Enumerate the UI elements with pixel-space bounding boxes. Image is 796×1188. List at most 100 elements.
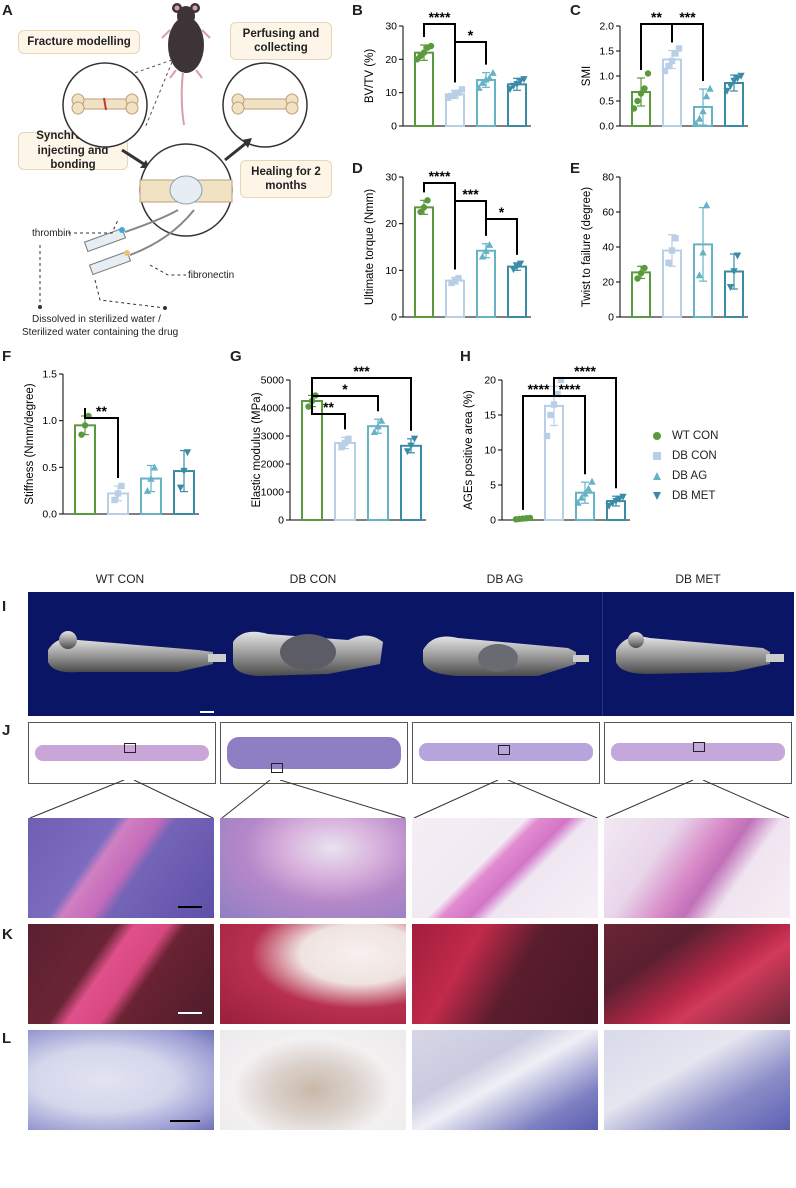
zoom-lines [29,780,790,819]
data-point [637,90,645,97]
scale-bar [170,1120,200,1122]
significance-label: * [468,27,474,43]
data-point [634,97,641,105]
injection-site-icon [139,143,233,237]
chart-g: 0 1000 2000 3000 4000 5000 Elastic modulus (MP… [251,363,426,527]
y-tick-label: 5 [490,480,496,492]
significance-label: ** [96,403,107,419]
ihc-micrograph [220,1030,406,1130]
data-point [118,482,125,490]
column-header: WT CON [95,572,145,586]
data-point [692,119,700,127]
data-point [482,247,490,254]
y-axis-label: Stiffness (Nmm/degree) [24,383,36,504]
data-point [547,411,554,419]
panel-label-d: D [352,160,363,177]
data-point [634,275,641,282]
data-point [305,403,312,410]
data-point [675,45,683,52]
y-axis-label: Ultimate torque (Nmm) [364,189,376,305]
y-tick-label: 0 [278,515,284,527]
y-tick-label: 2.0 [599,21,614,33]
data-point [637,270,645,277]
significance-bracket [311,377,412,431]
data-point [374,422,382,430]
data-point [341,439,349,447]
square-marker-icon [653,452,661,460]
y-tick-label: 1.5 [42,369,57,381]
data-point [615,495,624,503]
legend-label: DB AG [672,470,708,482]
ihc-micrograph [412,1030,598,1130]
data-point [407,442,415,450]
data-point [641,264,648,272]
y-tick-label: 60 [602,207,614,219]
masson-micrograph [28,924,214,1024]
significance-label: * [499,204,505,220]
bar [400,444,422,521]
significance-label: ** [651,9,662,25]
femur-icon [48,631,226,673]
significance-label: *** [679,9,696,25]
dissolved-label-1: Dissolved in sterilized water / [32,314,161,325]
data-point [420,204,428,211]
femur-icon [233,631,383,676]
masson-micrograph [412,924,598,1024]
significance-label: **** [528,381,550,397]
femur-renderings [48,631,784,713]
y-tick-label: 3000 [261,431,285,443]
data-point [612,497,620,505]
circle-marker-icon [653,432,661,440]
y-tick-label: 40 [602,242,614,254]
fibronectin-label: fibronectin [188,270,235,281]
y-tick-label: 1.0 [599,71,614,83]
significance-bracket [485,218,518,255]
data-point [455,89,462,96]
significance-bracket [311,387,346,430]
data-point [403,448,412,456]
data-point [699,248,707,256]
data-point [733,75,742,83]
data-point [668,247,676,254]
data-point [554,390,561,398]
data-point [574,498,582,506]
triangle-down-marker-icon [653,492,661,500]
data-point [455,275,462,282]
perfusing-box: Perfusing and collecting [230,22,332,60]
y-tick-label: 20 [484,375,496,387]
significance-label: **** [574,363,596,379]
schematic-illustration [38,3,308,310]
data-point [543,432,551,440]
data-point [183,449,192,457]
bar [507,265,527,318]
data-point [644,70,652,77]
y-tick-label: 10 [385,265,397,277]
y-tick-label: 1000 [261,487,285,499]
data-point [424,197,431,204]
bar [414,206,434,318]
he-micrograph [412,818,598,918]
data-point [81,422,89,429]
data-point [370,428,379,435]
data-point [410,435,419,443]
data-point [726,82,735,90]
legend-item: DB MET [652,490,715,502]
data-point [180,467,188,475]
data-point [723,87,731,95]
scale-bar [178,906,202,908]
data-point [475,83,483,91]
y-axis-label: BV/TV (%) [364,49,376,103]
significance-label: *** [353,363,370,379]
y-tick-label: 0.0 [42,509,57,521]
significance-bracket [671,23,704,81]
y-tick-label: 0 [490,515,496,527]
significance-bracket [553,378,586,475]
healed-bone-icon [222,62,308,148]
data-point [702,201,711,209]
data-point [448,279,455,287]
legend-label: WT CON [672,430,719,442]
significance-label: **** [429,9,451,25]
chart-h: 0 5 10 15 20 AGEs positive area (%) **** **** **… [463,363,630,527]
